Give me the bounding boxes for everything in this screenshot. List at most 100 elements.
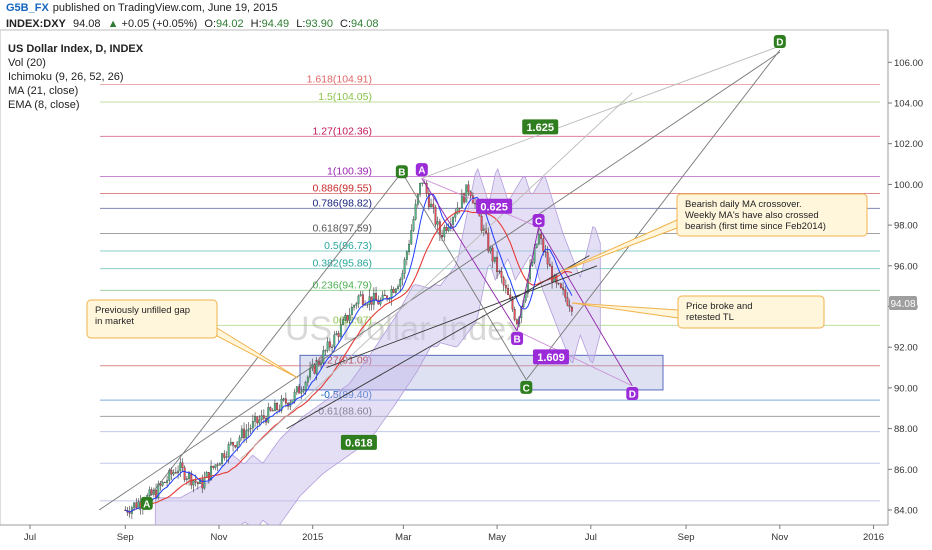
candle-body <box>298 386 301 394</box>
candle-body <box>537 234 540 245</box>
candle-body <box>223 453 226 458</box>
pattern-labels: A B C D A B C D 1.625 0.625 1.609 0.618 <box>140 34 786 510</box>
candle-body <box>511 298 514 310</box>
candle-body <box>225 456 228 458</box>
channel-line <box>98 51 781 511</box>
candle-body <box>489 247 492 252</box>
candle-body <box>333 334 336 348</box>
candle-body <box>291 399 294 403</box>
candle-body <box>513 309 516 320</box>
candle-body <box>361 294 364 305</box>
candle-body <box>434 206 437 225</box>
candle-body <box>212 465 215 468</box>
candle-body <box>480 216 483 231</box>
candle-body <box>183 467 186 480</box>
fib-label: -0.5(89.40) <box>321 389 372 401</box>
candle-body <box>128 512 131 514</box>
candle-body <box>430 203 433 208</box>
candle-body <box>207 472 210 480</box>
candle-body <box>328 341 331 348</box>
y-tick-label: 86.00 <box>894 465 918 476</box>
indicator-lines <box>125 193 573 513</box>
candle-body <box>408 243 411 253</box>
candle-body <box>355 303 358 306</box>
candle-body <box>185 478 188 480</box>
trendline <box>286 255 590 429</box>
candle-body <box>540 234 543 239</box>
candle-body <box>331 346 334 348</box>
fib-label: 0.236(94.79) <box>312 279 372 291</box>
fib-label: 1.27(102.36) <box>312 125 372 137</box>
candle-body <box>441 235 444 238</box>
legend-entry: MA (21, close) <box>8 85 78 97</box>
candle-body <box>188 472 191 479</box>
callout-text: Bearish daily MA crossover. <box>685 199 802 210</box>
cloud-area <box>154 167 601 525</box>
fib-label: 0.886(99.55) <box>312 183 372 195</box>
candle-body <box>218 463 221 466</box>
candle-body <box>240 428 243 438</box>
candle-body <box>460 193 463 209</box>
wave-label-box <box>415 163 428 177</box>
candle-body <box>452 217 455 225</box>
fib-label: 1(100.39) <box>327 165 372 177</box>
pattern-line <box>525 49 781 381</box>
candle-body <box>485 228 488 234</box>
candle-body <box>454 213 457 218</box>
candle-body <box>177 470 180 474</box>
candle-body <box>502 277 505 286</box>
candle-body <box>260 415 263 420</box>
candle-body <box>190 472 193 486</box>
candle-body <box>210 465 213 480</box>
candle-body <box>254 416 257 422</box>
wave-label: B <box>513 335 520 346</box>
last-price-tag: 94.08 <box>889 296 917 310</box>
ratio-label: 0.618 <box>345 437 373 449</box>
wave-label-box <box>532 214 545 228</box>
x-tick-label: 2016 <box>863 532 884 543</box>
close-value: 94.08 <box>351 18 379 30</box>
wave-label: C <box>523 383 530 394</box>
candle-body <box>335 333 338 336</box>
candle-body <box>199 479 202 485</box>
candle-body <box>557 283 560 285</box>
candle-body <box>247 428 250 431</box>
candle-body <box>238 437 241 442</box>
candle-body <box>282 398 285 400</box>
candle-body <box>293 391 296 400</box>
legend-entry: US Dollar Index, D, INDEX <box>8 43 144 55</box>
candle-body <box>267 407 270 423</box>
candle-body <box>399 279 402 287</box>
candle-body <box>566 297 569 306</box>
candle-body <box>342 319 345 325</box>
candle-body <box>148 489 151 496</box>
candle-body <box>170 470 173 475</box>
candle-body <box>344 315 347 320</box>
wave-label-box <box>395 165 408 179</box>
wave-label: B <box>398 168 405 179</box>
candle-body <box>546 252 549 265</box>
candle-body <box>504 285 507 289</box>
y-tick-label: 96.00 <box>894 261 918 272</box>
high-value: 94.49 <box>262 18 290 30</box>
candle-body <box>359 294 362 297</box>
legend-entry: Vol (20) <box>8 57 46 69</box>
candle-body <box>531 262 534 266</box>
candle-body <box>509 294 512 300</box>
ratio-label: 1.609 <box>537 352 565 364</box>
svg-text:INDEX:DXY 94.08 ▲: INDEX:DXY 94.08 ▲ +0.05 (+0.05%) O:94.02… <box>6 18 379 30</box>
ratio-label: 0.625 <box>480 201 508 213</box>
price-change: +0.05 (+0.05%) <box>122 18 198 30</box>
candle-body <box>487 232 490 252</box>
candle-body <box>315 361 318 374</box>
ratio-box <box>340 434 377 450</box>
candle-body <box>232 442 235 446</box>
candle-body <box>555 275 558 284</box>
candle-body <box>445 227 448 231</box>
candle-body <box>562 287 565 290</box>
candle-body <box>412 218 415 231</box>
candle-body <box>227 444 230 457</box>
publish-note: published on TradingView.com, June 19, 2… <box>53 2 278 14</box>
candle-body <box>243 428 246 439</box>
